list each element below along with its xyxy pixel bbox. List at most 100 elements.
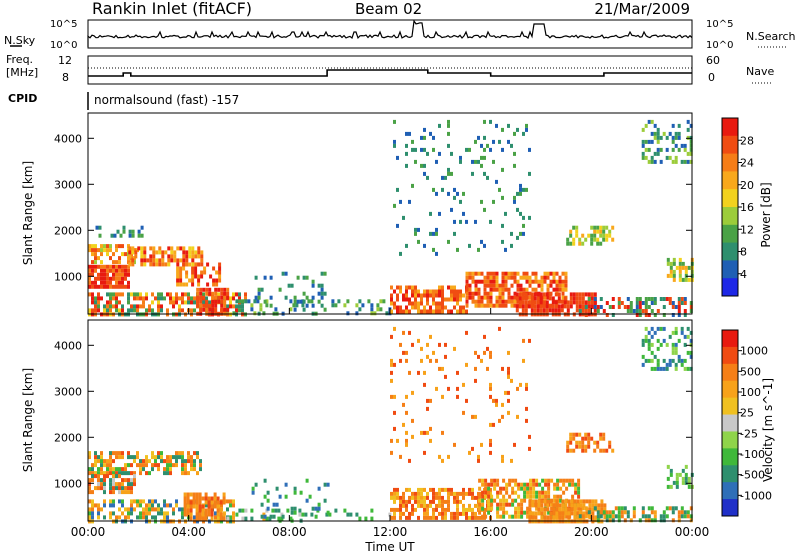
power-cell xyxy=(205,303,209,308)
velocity-cell xyxy=(405,487,408,492)
velocity-cell xyxy=(526,506,530,511)
velocity-cell xyxy=(585,499,589,504)
velocity-cell xyxy=(514,478,518,483)
velocity-cell xyxy=(103,471,106,476)
power-cell xyxy=(121,252,124,257)
power-cell xyxy=(552,287,556,292)
power-cell xyxy=(197,262,201,267)
power-cell xyxy=(516,279,520,284)
power-cell xyxy=(489,299,493,304)
power-cell xyxy=(399,199,402,204)
velocity-cell xyxy=(317,502,321,507)
velocity-cell xyxy=(477,354,480,359)
power-cell xyxy=(516,271,520,276)
velocity-cell xyxy=(511,502,515,507)
velocity-cell xyxy=(528,338,531,343)
power-cell xyxy=(468,275,472,280)
power-cell xyxy=(569,304,573,309)
power-cell xyxy=(495,123,498,128)
velocity-cell xyxy=(91,490,94,495)
power-cell xyxy=(432,301,435,306)
power-cell xyxy=(205,299,209,304)
power-cell xyxy=(331,299,335,304)
velocity-cell xyxy=(540,499,544,504)
freq-tick-8: 8 xyxy=(62,71,69,84)
power-cell xyxy=(133,248,136,253)
velocity-cell xyxy=(441,495,444,500)
velocity-cell xyxy=(569,432,573,437)
velocity-cell xyxy=(201,516,205,521)
power-cell xyxy=(103,276,106,281)
velocity-cell xyxy=(556,494,560,499)
power-cell xyxy=(402,293,405,298)
beam-title: Beam 02 xyxy=(355,0,422,18)
power-cell xyxy=(91,252,94,257)
power-cell xyxy=(656,309,660,313)
power-cell xyxy=(504,275,508,280)
velocity-cell xyxy=(484,514,488,519)
velocity-cell xyxy=(528,515,532,520)
power-cell xyxy=(137,246,141,251)
velocity-cell xyxy=(88,482,91,487)
power-cell xyxy=(581,308,585,313)
power-cell xyxy=(405,289,408,294)
velocity-cell xyxy=(680,362,684,367)
velocity-cell xyxy=(523,490,527,495)
velocity-cell xyxy=(311,506,315,511)
power-cell xyxy=(584,300,588,305)
power-cell xyxy=(483,135,486,140)
velocity-cell xyxy=(396,495,399,500)
velocity-cell xyxy=(570,511,574,516)
velocity-cell xyxy=(399,503,402,508)
velocity-cell xyxy=(544,490,548,495)
velocity-cell xyxy=(490,494,494,499)
velocity-cell xyxy=(471,515,474,520)
velocity-cell xyxy=(199,459,202,464)
velocity-cell xyxy=(499,502,503,507)
velocity-cell xyxy=(142,511,145,516)
velocity-cell xyxy=(441,507,444,512)
velocity-cell xyxy=(390,515,393,520)
power-cell xyxy=(677,297,681,301)
velocity-cell xyxy=(284,482,288,487)
velocity-cell xyxy=(441,487,444,492)
power-cell xyxy=(100,260,103,265)
power-cell xyxy=(629,305,633,309)
power-cell xyxy=(462,211,465,216)
velocity-cell xyxy=(520,506,524,511)
power-cell xyxy=(200,270,204,275)
velocity-cell xyxy=(514,506,518,511)
power-ytick-label: 3000 xyxy=(54,178,82,191)
velocity-cell xyxy=(115,455,118,460)
velocity-cell xyxy=(154,507,157,512)
power-cell xyxy=(513,279,517,284)
velocity-cell xyxy=(483,334,486,339)
velocity-cell xyxy=(599,448,603,453)
power-cell xyxy=(444,305,447,310)
velocity-cell xyxy=(546,499,550,504)
velocity-cell xyxy=(605,514,609,519)
velocity-cell xyxy=(420,491,423,496)
velocity-cell xyxy=(531,515,535,520)
velocity-cell xyxy=(136,515,139,520)
power-cell xyxy=(211,307,215,312)
velocity-cell xyxy=(166,515,169,520)
power-cell xyxy=(179,266,183,271)
power-cell xyxy=(166,292,169,297)
power-cell xyxy=(167,246,171,251)
power-cell xyxy=(284,295,288,300)
velocity-cell xyxy=(145,459,148,464)
velocity-cell xyxy=(393,394,396,399)
power-cell xyxy=(320,291,324,296)
power-cell xyxy=(103,268,106,273)
velocity-cell xyxy=(157,511,160,516)
power-cell xyxy=(593,225,597,230)
power-cell xyxy=(450,297,453,302)
velocity-cell xyxy=(511,490,515,495)
power-cell xyxy=(140,246,144,251)
power-cell xyxy=(432,231,435,236)
velocity-cell xyxy=(566,444,570,449)
velocity-cell xyxy=(390,362,393,367)
velocity-cell xyxy=(244,516,248,521)
velocity-cell xyxy=(106,459,109,464)
